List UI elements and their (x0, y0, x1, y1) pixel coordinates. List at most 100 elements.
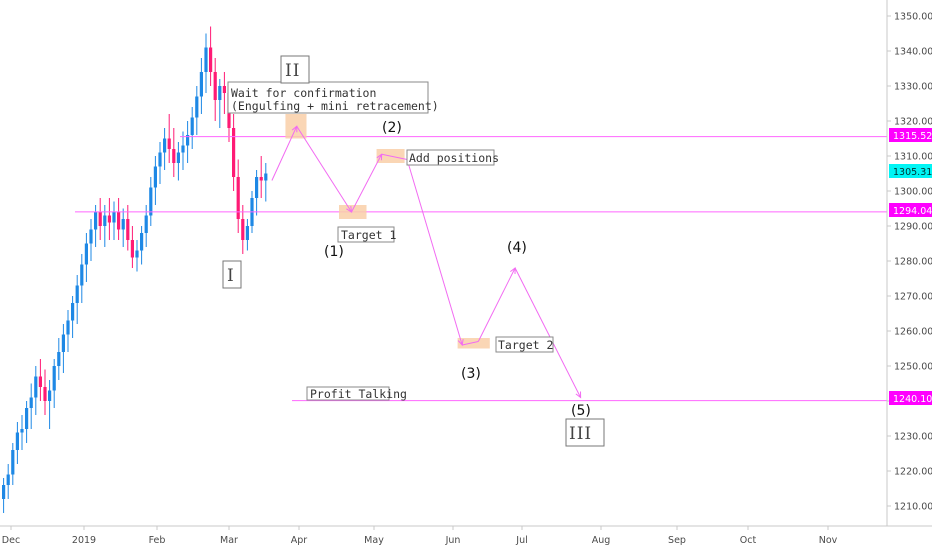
candle-body (6, 474, 10, 485)
x-tick-label: Dec (2, 535, 20, 546)
candle-body (103, 215, 107, 226)
candle-body (222, 86, 226, 93)
projection-arrowhead (346, 205, 353, 213)
wave-label-3: (3) (461, 366, 481, 382)
y-tick-label: 1230.000 (894, 432, 932, 443)
candle-body (2, 485, 6, 499)
annotation-target2[interactable]: Target 2 (495, 336, 554, 353)
candle-body (195, 96, 199, 118)
roman-II: II (285, 61, 300, 81)
projection-arrowhead (376, 153, 383, 161)
projection-segment (406, 159, 463, 346)
candle-body (209, 47, 213, 72)
projection-arrowhead (575, 391, 582, 399)
y-tick-label: 1310.000 (894, 152, 932, 163)
x-tick-label: 2019 (72, 535, 96, 546)
candle-body (218, 86, 222, 100)
x-tick-label: Feb (149, 535, 166, 546)
projection-segment (462, 341, 479, 346)
annotation-wait[interactable]: Wait for confirmation (Engulfing + mini … (227, 81, 439, 114)
candle-body (71, 303, 75, 321)
projection-arrowhead (291, 125, 298, 133)
candle-body (57, 352, 61, 366)
candle-body (15, 432, 19, 450)
y-tick-label: 1280.000 (894, 257, 932, 268)
price-tag-label: 1315.521 (893, 131, 932, 142)
candle-body (236, 177, 240, 219)
x-tick-label: Jun (445, 535, 461, 546)
candle-body (181, 145, 185, 153)
x-tick-label: Mar (220, 535, 238, 546)
candle-body (117, 212, 121, 230)
candle-body (38, 376, 42, 387)
candle-body (167, 138, 171, 149)
y-tick-label: 1270.000 (894, 292, 932, 303)
roman-III-box[interactable]: III (565, 418, 605, 447)
projection-arrowhead (510, 266, 516, 275)
y-tick-label: 1330.000 (894, 82, 932, 93)
projection-segment (514, 267, 582, 398)
projection-segment (296, 125, 352, 213)
x-tick-label: Jul (515, 535, 527, 546)
annotation-profit[interactable]: Profit Talking (306, 386, 407, 401)
candle-body (176, 152, 180, 163)
wave-label-1: (1) (324, 244, 344, 260)
wave-label-4: (4) (507, 240, 527, 256)
y-tick-label: 1220.000 (894, 467, 932, 478)
price-lines (75, 136, 887, 402)
candle-body (186, 135, 190, 146)
x-tick-label: Oct (740, 535, 757, 546)
projection-segment (381, 153, 408, 160)
projection-segment (271, 126, 298, 181)
candle-body (213, 72, 217, 100)
candle-body (163, 138, 167, 153)
y-axis-ticks: 1350.000 1340.000 1330.000 1320.000 1310.000… (887, 12, 932, 513)
x-tick-label: Apr (291, 535, 308, 546)
candle-body (66, 320, 70, 335)
candle-body (126, 219, 130, 240)
candle-body (80, 264, 84, 286)
annotation-target1[interactable]: Target 1 (337, 226, 396, 243)
roman-I-box[interactable]: I (222, 260, 242, 289)
roman-III: III (569, 424, 592, 444)
candle-body (25, 408, 29, 429)
y-tick-label: 1350.000 (894, 12, 932, 23)
candle-body (144, 215, 148, 233)
candle-body (75, 285, 79, 303)
x-tick-label: May (364, 535, 384, 546)
roman-II-box[interactable]: II (280, 55, 310, 84)
x-tick-label: Sep (668, 535, 686, 546)
y-tick-label: 1210.000 (894, 502, 932, 513)
wave-label-2: (2) (382, 120, 402, 136)
candle-body (11, 450, 15, 475)
y-tick-label: 1250.000 (894, 362, 932, 373)
y-tick-label: 1340.000 (894, 47, 932, 58)
candle-body (130, 240, 134, 258)
projection-arrowhead (457, 338, 464, 347)
projection-segment (477, 267, 516, 342)
candle-body (149, 187, 153, 216)
add-positions-text: Add positions (409, 151, 499, 165)
y-tick-label: 1320.000 (894, 117, 932, 128)
price-tag-label: 1294.047 (893, 206, 932, 217)
annotation-add-positions[interactable]: Add positions (406, 149, 499, 166)
candle-body (89, 229, 93, 244)
candle-body (259, 177, 263, 181)
projection-segment (351, 154, 383, 213)
candle-body (84, 243, 88, 265)
candle-body (140, 233, 144, 251)
target2-text: Target 2 (498, 338, 553, 352)
candle-body (48, 390, 52, 401)
wait-line1: Wait for confirmation (231, 86, 376, 100)
candle-body (34, 376, 38, 398)
candle-body (199, 72, 203, 97)
y-tick-label: 1290.000 (894, 222, 932, 233)
price-tag-1315: 1315.521 (889, 128, 932, 142)
x-tick-label: Nov (819, 535, 838, 546)
candle-body (245, 226, 249, 240)
candle-body (52, 366, 56, 391)
candle-body (255, 177, 259, 198)
wait-line2: (Engulfing + mini retracement) (231, 99, 439, 113)
price-tag-1240: 1240.108 (889, 391, 932, 405)
